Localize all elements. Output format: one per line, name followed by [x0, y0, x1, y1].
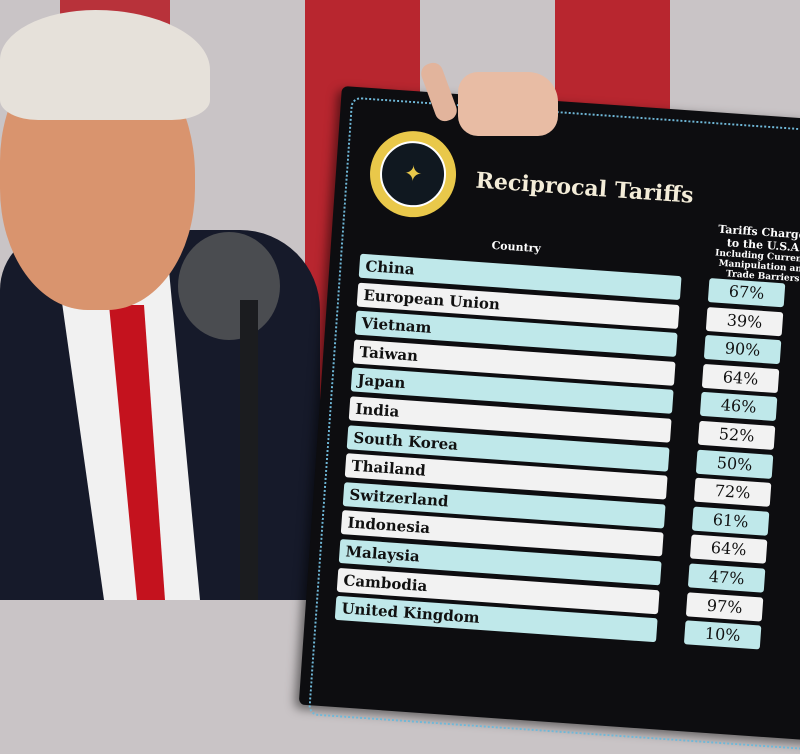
tariff-header: Tariffs Charged to the U.S.A. Including … [707, 222, 800, 286]
hand [418, 60, 558, 138]
tariff-board: ✦ Reciprocal Tariffs Country Tariffs Cha… [298, 86, 800, 754]
microphone-head [178, 232, 280, 340]
hair [0, 10, 210, 120]
microphone-stand [240, 300, 258, 600]
eagle-icon: ✦ [377, 138, 449, 210]
